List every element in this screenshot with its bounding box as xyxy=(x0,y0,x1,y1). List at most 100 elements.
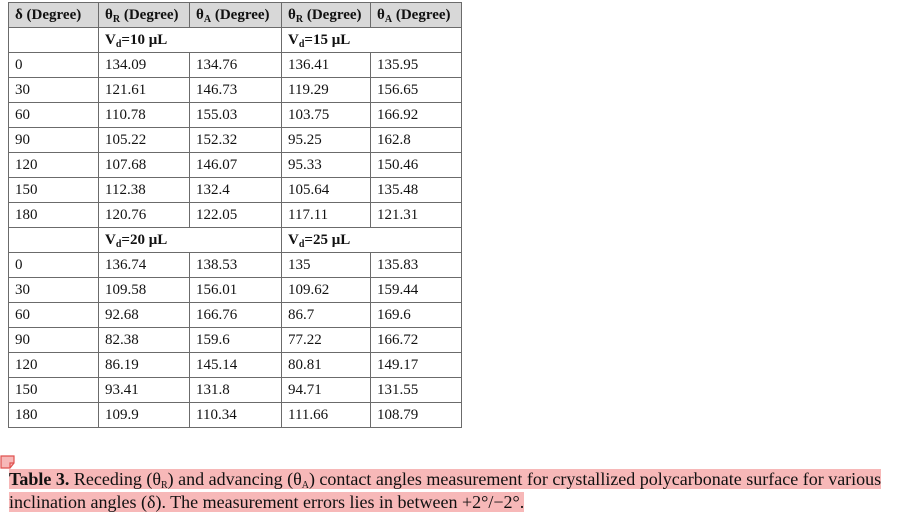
angle-cell: 180 xyxy=(8,202,99,228)
column-header-subscript: R xyxy=(112,13,121,25)
volume-group-label: Vd=15 μL xyxy=(281,27,462,53)
table-row: 60 92.68 166.76 86.7 169.6 xyxy=(8,302,462,328)
group-row: Vd=20 μL Vd=25 μL xyxy=(8,227,462,253)
measurement-cell: 77.22 xyxy=(281,327,371,353)
column-header-subscript: A xyxy=(203,13,212,25)
measurement-cell: 132.4 xyxy=(189,177,282,203)
measurement-cell: 109.62 xyxy=(281,277,371,303)
measurement-cell: 131.55 xyxy=(370,377,462,403)
table-row: 30 109.58 156.01 109.62 159.44 xyxy=(8,277,462,303)
table-row: 0 134.09 134.76 136.41 135.95 xyxy=(8,52,462,78)
measurement-cell: 109.58 xyxy=(98,277,190,303)
column-header: θA (Degree) xyxy=(189,2,282,28)
measurement-cell: 136.41 xyxy=(281,52,371,78)
column-header-unit: (Degree) xyxy=(120,6,179,23)
measurement-cell: 92.68 xyxy=(98,302,190,328)
volume-group-label: Vd=25 μL xyxy=(281,227,462,253)
table-row: 0 136.74 138.53 135 135.83 xyxy=(8,252,462,278)
column-header-unit: (Degree) xyxy=(392,6,451,23)
angle-cell: 150 xyxy=(8,377,99,403)
table-row: 90 82.38 159.6 77.22 166.72 xyxy=(8,327,462,353)
measurement-cell: 82.38 xyxy=(98,327,190,353)
volume-subscript: d xyxy=(115,238,122,250)
column-header-text: θ xyxy=(377,6,385,23)
angle-cell: 60 xyxy=(8,302,99,328)
volume-subscript: d xyxy=(298,238,305,250)
table-header: δ (Degree) θR (Degree) θA (Degree) θR (Degr… xyxy=(8,2,462,28)
table-caption: Table 3. Receding (θR) and advancing (θA… xyxy=(9,468,899,514)
angle-cell: 180 xyxy=(8,402,99,428)
group-row: Vd=10 μL Vd=15 μL xyxy=(8,27,462,53)
caption-text-3: ) contact angles measurement for crystal… xyxy=(9,469,882,512)
measurement-cell: 136.74 xyxy=(98,252,190,278)
measurement-cell: 121.61 xyxy=(98,77,190,103)
column-header-text: θ xyxy=(288,6,296,23)
contact-angle-table: δ (Degree) θR (Degree) θA (Degree) θR (Degr… xyxy=(8,2,462,428)
table-row: 90 105.22 152.32 95.25 162.8 xyxy=(8,127,462,153)
group-row-spacer xyxy=(8,27,99,53)
measurement-cell: 95.33 xyxy=(281,152,371,178)
measurement-cell: 152.32 xyxy=(189,127,282,153)
measurement-cell: 150.46 xyxy=(370,152,462,178)
measurement-cell: 108.79 xyxy=(370,402,462,428)
column-header-text: θ xyxy=(105,6,113,23)
table-row: 150 112.38 132.4 105.64 135.48 xyxy=(8,177,462,203)
volume-subscript: d xyxy=(298,38,305,50)
measurement-cell: 86.19 xyxy=(98,352,190,378)
measurement-cell: 149.17 xyxy=(370,352,462,378)
measurement-cell: 119.29 xyxy=(281,77,371,103)
angle-cell: 30 xyxy=(8,277,99,303)
column-header-subscript: R xyxy=(295,13,304,25)
note-icon[interactable] xyxy=(0,455,15,469)
column-header: θR (Degree) xyxy=(281,2,371,28)
caption-sub-r: R xyxy=(160,480,168,491)
measurement-cell: 134.09 xyxy=(98,52,190,78)
measurement-cell: 105.64 xyxy=(281,177,371,203)
table-row: 120 86.19 145.14 80.81 149.17 xyxy=(8,352,462,378)
measurement-cell: 159.44 xyxy=(370,277,462,303)
measurement-cell: 93.41 xyxy=(98,377,190,403)
caption-label: Table 3. xyxy=(9,469,70,489)
table-row: 120 107.68 146.07 95.33 150.46 xyxy=(8,152,462,178)
column-header-text: δ (Degree) xyxy=(15,6,82,23)
measurement-cell: 166.72 xyxy=(370,327,462,353)
measurement-cell: 120.76 xyxy=(98,202,190,228)
measurement-cell: 121.31 xyxy=(370,202,462,228)
measurement-cell: 155.03 xyxy=(189,102,282,128)
measurement-cell: 131.8 xyxy=(189,377,282,403)
column-header-unit: (Degree) xyxy=(303,6,362,23)
column-header: θA (Degree) xyxy=(370,2,462,28)
column-header: θR (Degree) xyxy=(98,2,190,28)
measurement-cell: 135.83 xyxy=(370,252,462,278)
measurement-cell: 156.65 xyxy=(370,77,462,103)
angle-cell: 90 xyxy=(8,327,99,353)
column-header-subscript: A xyxy=(384,13,393,25)
volume-value: =15 μL xyxy=(304,31,351,48)
group-row-spacer xyxy=(8,227,99,253)
volume-group-label: Vd=20 μL xyxy=(98,227,282,253)
measurement-cell: 103.75 xyxy=(281,102,371,128)
column-header-unit: (Degree) xyxy=(211,6,270,23)
caption-text-2: ) and advancing (θ xyxy=(167,469,302,489)
measurement-cell: 146.07 xyxy=(189,152,282,178)
angle-cell: 60 xyxy=(8,102,99,128)
measurement-cell: 109.9 xyxy=(98,402,190,428)
measurement-cell: 135.48 xyxy=(370,177,462,203)
angle-cell: 120 xyxy=(8,152,99,178)
measurement-cell: 122.05 xyxy=(189,202,282,228)
measurement-cell: 145.14 xyxy=(189,352,282,378)
volume-symbol: V xyxy=(105,31,116,48)
table-row: 150 93.41 131.8 94.71 131.55 xyxy=(8,377,462,403)
caption-text-1: Receding (θ xyxy=(69,469,161,489)
volume-symbol: V xyxy=(105,231,116,248)
volume-symbol: V xyxy=(288,231,299,248)
measurement-cell: 169.6 xyxy=(370,302,462,328)
measurement-cell: 95.25 xyxy=(281,127,371,153)
measurement-cell: 117.11 xyxy=(281,202,371,228)
table-row: 60 110.78 155.03 103.75 166.92 xyxy=(8,102,462,128)
measurement-cell: 110.78 xyxy=(98,102,190,128)
column-header-text: θ xyxy=(196,6,204,23)
angle-cell: 0 xyxy=(8,252,99,278)
measurement-cell: 138.53 xyxy=(189,252,282,278)
header-row: δ (Degree) θR (Degree) θA (Degree) θR (Degr… xyxy=(8,2,462,28)
